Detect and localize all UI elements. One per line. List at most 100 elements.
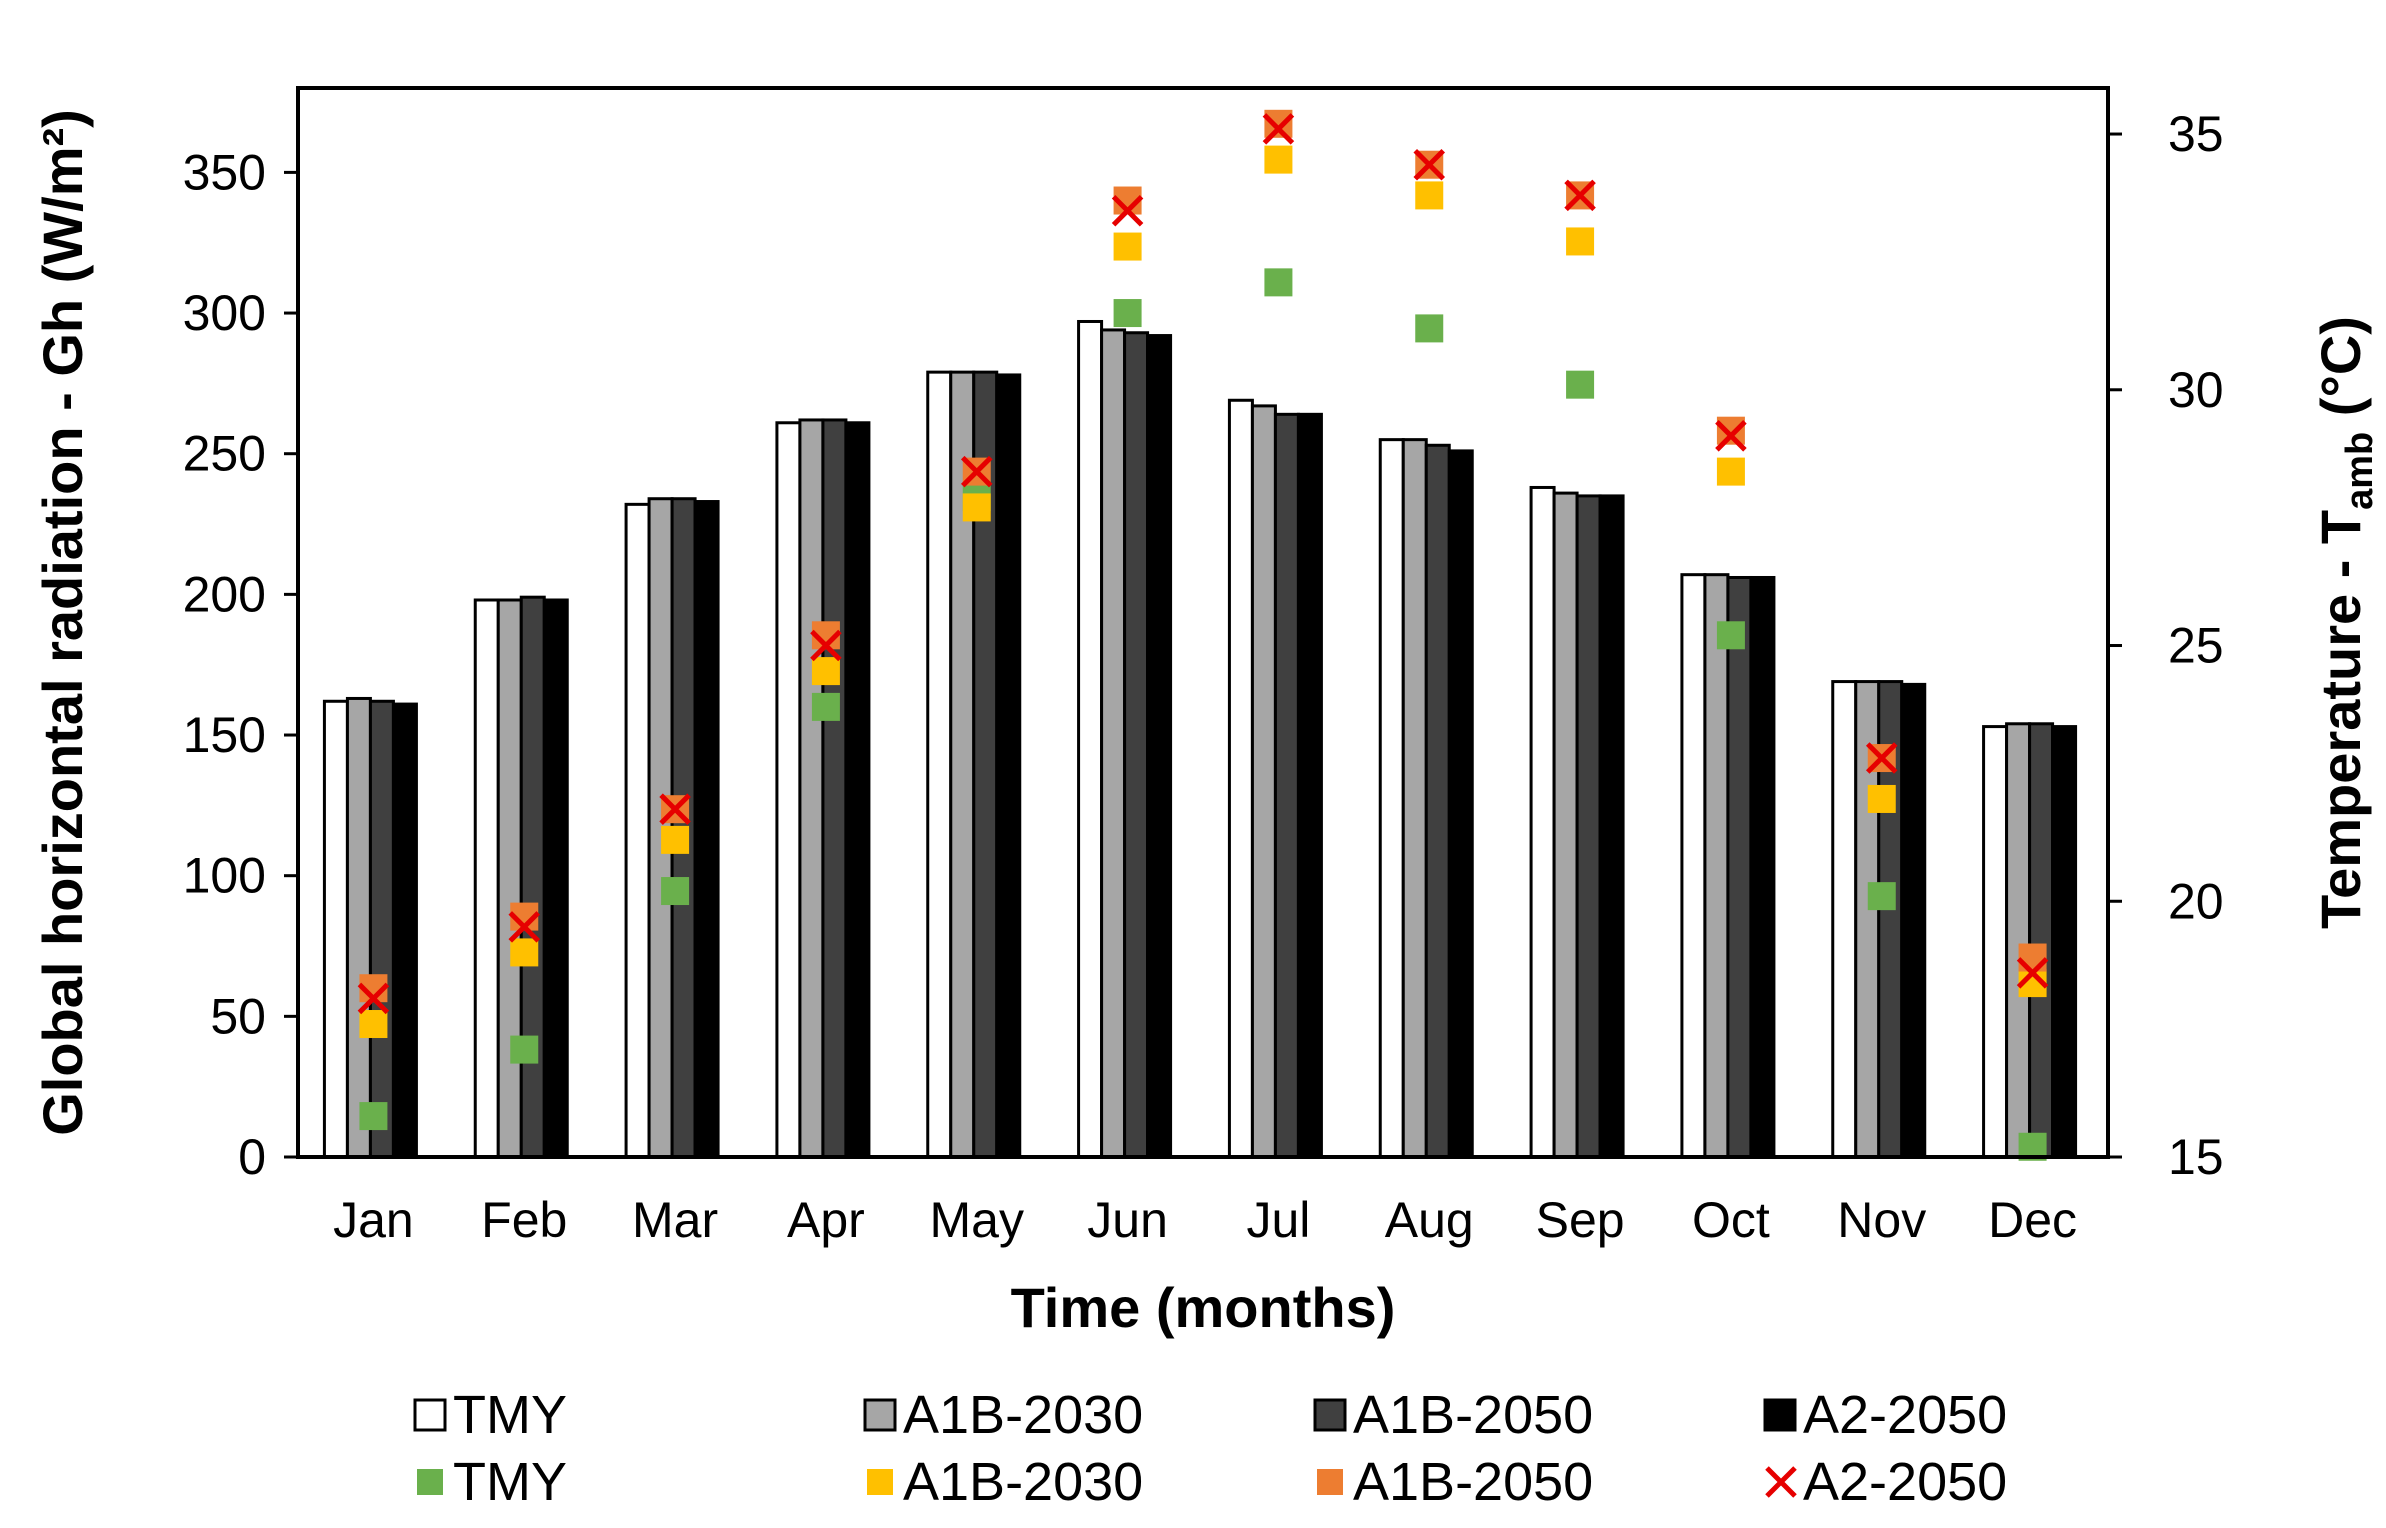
bar-a1b-2050-apr <box>821 418 848 1159</box>
left-tick-label-50: 50 <box>210 988 266 1044</box>
right-tick-label-35: 35 <box>2168 106 2224 162</box>
x-tick-label-jul: Jul <box>1246 1192 1310 1248</box>
marker-tmy-jun <box>1113 299 1142 328</box>
marker-a1b-2050-jul <box>1264 109 1293 138</box>
bar-tmy-aug <box>1378 438 1405 1159</box>
bar-tmy-jun <box>1077 319 1104 1159</box>
marker-tmy-aug <box>1415 314 1444 343</box>
left-tick-label-250: 250 <box>183 426 266 482</box>
right-tick-label-15: 15 <box>2168 1129 2224 1185</box>
marker-a2-2050-nov <box>1865 742 1898 774</box>
left-axis-ticks: 0 50 100 150 200 250 300 350 <box>183 144 298 1185</box>
marker-tmy-jul <box>1264 268 1293 297</box>
bar-a2-2050-dec <box>2051 725 2078 1159</box>
bar-a2-2050-oct <box>1749 575 1776 1159</box>
bar-a1b-2050-oct <box>1726 575 1753 1159</box>
x-tick-label-apr: Apr <box>787 1192 865 1248</box>
bar-a1b-2050-aug <box>1424 443 1451 1159</box>
bar-a1b-2030-dec <box>2005 722 2032 1159</box>
x-axis-title: Time (months) <box>1011 1276 1396 1339</box>
bar-tmy-may <box>926 370 953 1159</box>
bar-tmy-feb <box>473 598 500 1159</box>
marker-a2-2050-apr <box>810 629 842 662</box>
left-tick-label-100: 100 <box>183 848 266 904</box>
left-tick-label-150: 150 <box>183 707 266 763</box>
legend-swatch-bar-a1b-2050 <box>1313 1398 1347 1432</box>
marker-a1b-2030-mar <box>661 825 690 854</box>
marker-a1b-2030-sep <box>1566 227 1595 256</box>
right-axis-ticks: 15 20 25 30 35 <box>2108 106 2224 1185</box>
bar-a2-2050-mar <box>693 500 720 1159</box>
x-tick-label-sep: Sep <box>1536 1192 1625 1248</box>
bar-tmy-oct <box>1680 573 1707 1159</box>
marker-a2-2050-aug <box>1413 148 1446 181</box>
bar-a1b-2030-sep <box>1552 491 1579 1159</box>
bar-a2-2050-jan <box>391 702 418 1159</box>
bar-a2-2050-nov <box>1900 682 1927 1159</box>
legend-swatch-bar-a1b-2030 <box>863 1398 897 1432</box>
bar-a2-2050-feb <box>542 598 569 1159</box>
bar-a2-2050-jun <box>1146 334 1173 1159</box>
bar-a1b-2030-apr <box>798 418 825 1159</box>
legend: TMY A1B-2030 A1B-2050 A2-2050 TMY A1B-2030 A1B… <box>413 1385 2007 1512</box>
bar-a2-2050-aug <box>1447 449 1474 1159</box>
bar-a2-2050-jul <box>1296 412 1323 1159</box>
x-tick-label-oct: Oct <box>1692 1192 1770 1248</box>
bar-tmy-jul <box>1227 398 1254 1159</box>
legend-label-bar-a2-2050: A2-2050 <box>1803 1385 2007 1445</box>
right-axis-title: Temperature - Tamb (°C) <box>2309 316 2381 929</box>
bar-a2-2050-apr <box>844 421 871 1159</box>
bar-tmy-nov <box>1831 680 1858 1159</box>
bar-tmy-jan <box>322 699 349 1159</box>
legend-label-bar-tmy: TMY <box>453 1385 567 1445</box>
marker-a2-2050-mar <box>659 793 691 825</box>
bar-a1b-2050-sep <box>1575 494 1602 1159</box>
marker-a1b-2030-jun <box>1113 232 1142 261</box>
marker-a1b-2030-feb <box>510 938 539 967</box>
marker-a1b-2030-may <box>962 493 991 522</box>
marker-a2-2050-oct <box>1715 420 1747 452</box>
x-axis-ticks: Jan Feb Mar Apr May Jun Jul Aug Sep Oct Nov Dec <box>333 1192 2077 1248</box>
bar-a1b-2050-dec <box>2028 722 2055 1159</box>
marker-tmy-feb <box>510 1035 539 1064</box>
legend-swatch-bar-tmy <box>413 1398 447 1432</box>
bar-a1b-2030-jan <box>345 696 372 1159</box>
bars-layer <box>322 319 2078 1159</box>
bar-tmy-mar <box>624 502 651 1159</box>
legend-label-marker-a1b-2030: A1B-2030 <box>903 1452 1143 1512</box>
x-tick-label-feb: Feb <box>481 1192 567 1248</box>
left-tick-label-200: 200 <box>183 566 266 622</box>
legend-label-marker-a2-2050: A2-2050 <box>1803 1452 2007 1512</box>
x-tick-label-may: May <box>930 1192 1024 1248</box>
marker-a2-2050-jun <box>1111 194 1144 227</box>
marker-a1b-2030-jul <box>1264 145 1293 174</box>
bar-a1b-2030-jul <box>1250 404 1277 1159</box>
marker-a2-2050-jul <box>1262 113 1295 145</box>
x-tick-label-jan: Jan <box>333 1192 414 1248</box>
plot-frame <box>296 86 2110 1159</box>
x-tick-label-dec: Dec <box>1988 1192 2077 1248</box>
right-axis-title-subscript: amb <box>2339 432 2381 510</box>
legend-swatch-marker-tmy <box>417 1469 443 1495</box>
right-tick-label-30: 30 <box>2168 362 2224 418</box>
bar-a1b-2050-jun <box>1123 331 1150 1159</box>
bar-a2-2050-may <box>995 373 1022 1159</box>
marker-a1b-2030-apr <box>811 657 840 686</box>
right-axis-title-suffix: (°C) <box>2309 316 2372 432</box>
marker-tmy-mar <box>661 877 690 906</box>
marker-tmy-apr <box>811 692 840 721</box>
right-axis-title-prefix: Temperature - T <box>2309 510 2372 929</box>
bar-tmy-apr <box>775 421 802 1159</box>
bar-tmy-dec <box>1982 725 2009 1159</box>
marker-a1b-2030-aug <box>1415 181 1444 210</box>
marker-tmy-jan <box>359 1102 388 1131</box>
left-tick-label-350: 350 <box>183 144 266 200</box>
legend-swatch-marker-a1b-2050 <box>1317 1469 1343 1495</box>
legend-swatch-bar-a2-2050 <box>1763 1398 1797 1432</box>
marker-a1b-2030-jan <box>359 1010 388 1039</box>
legend-swatch-marker-a2-2050 <box>1765 1466 1797 1498</box>
marker-a1b-2050-dec <box>2018 943 2047 972</box>
left-tick-label-300: 300 <box>183 285 266 341</box>
marker-a1b-2050-oct <box>1716 416 1745 445</box>
